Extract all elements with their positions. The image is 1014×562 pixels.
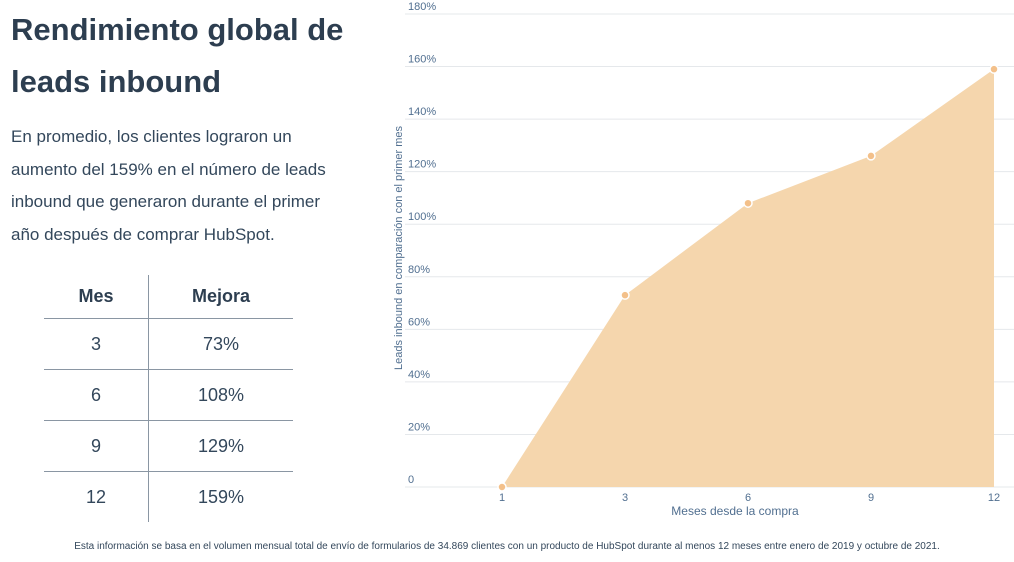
y-axis-label: Leads inbound en comparación con el prim… xyxy=(393,126,405,370)
table-row: 12 159% xyxy=(44,471,293,522)
area-fill xyxy=(502,69,994,487)
y-tick-label: 40% xyxy=(408,369,430,381)
improvement-table: Mes Mejora 3 73% 6 108% 9 129% 12 159% xyxy=(44,275,293,522)
y-tick-label: 160% xyxy=(408,54,436,66)
table-row: 6 108% xyxy=(44,369,293,421)
footnote: Esta información se basa en el volumen m… xyxy=(74,541,940,552)
y-tick-label: 0 xyxy=(408,474,414,486)
x-axis-label: Meses desde la compra xyxy=(671,504,799,518)
cell-month: 6 xyxy=(44,369,149,421)
data-point xyxy=(497,482,507,492)
y-tick-label: 80% xyxy=(408,264,430,276)
page-title: Rendimiento global de leads inbound xyxy=(11,12,344,99)
y-tick-label: 100% xyxy=(408,211,436,223)
table-header-row: Mes Mejora xyxy=(44,275,293,319)
x-tick-label: 1 xyxy=(499,492,505,504)
data-point xyxy=(866,151,876,161)
cell-improvement: 73% xyxy=(148,318,293,370)
cell-improvement: 108% xyxy=(148,369,293,421)
y-tick-label: 60% xyxy=(408,316,430,328)
x-tick-label: 3 xyxy=(622,492,628,504)
cell-month: 12 xyxy=(44,471,149,522)
x-tick-label: 9 xyxy=(868,492,874,504)
cell-month: 9 xyxy=(44,420,149,472)
data-point xyxy=(989,64,999,74)
x-tick-label: 6 xyxy=(745,492,751,504)
table-row: 3 73% xyxy=(44,318,293,370)
y-tick-label: 140% xyxy=(408,106,436,118)
y-tick-label: 120% xyxy=(408,159,436,171)
x-tick-label: 12 xyxy=(988,492,1000,504)
data-point xyxy=(620,290,630,300)
description: En promedio, los clientes lograron un au… xyxy=(11,127,326,244)
y-tick-label: 180% xyxy=(408,1,436,13)
cell-improvement: 129% xyxy=(148,420,293,472)
data-point xyxy=(743,198,753,208)
cell-month: 3 xyxy=(44,318,149,370)
area-chart: 0 20% 40% 60% 80% 100% 120% 140% 160% 180% 1 3 6 9 12 M… xyxy=(393,1,1014,518)
y-tick-label: 20% xyxy=(408,421,430,433)
table-row: 9 129% xyxy=(44,420,293,472)
header-mes: Mes xyxy=(44,275,149,319)
cell-improvement: 159% xyxy=(148,471,293,522)
